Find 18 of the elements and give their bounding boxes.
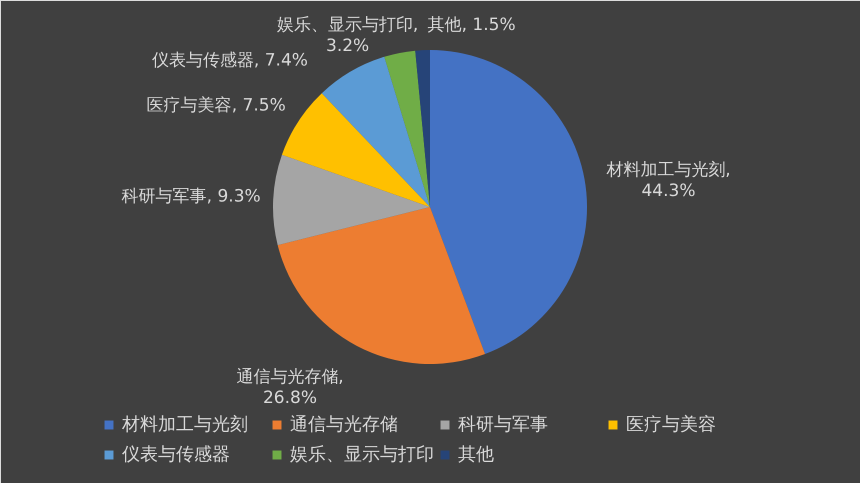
legend-label: 娱乐、显示与打印 [290, 444, 434, 465]
legend-label: 科研与军事 [458, 414, 548, 435]
pie-slice [415, 50, 430, 207]
legend-label: 材料加工与光刻 [121, 414, 248, 435]
pie-slice [430, 50, 587, 354]
data-label: 医疗与美容, 7.5% [146, 96, 286, 116]
legend-label: 仪表与传感器 [122, 444, 230, 465]
legend-label: 医疗与美容 [626, 414, 716, 435]
legend-label: 通信与光存储 [290, 414, 398, 435]
data-label: 通信与光存储, 26.8% [236, 366, 344, 408]
pie-slice [322, 56, 430, 207]
pie-slice [384, 50, 430, 207]
data-label: 科研与军事, 9.3% [122, 186, 261, 207]
data-label: 材料加工与光刻, 44.3% [605, 160, 731, 202]
pie-slice [278, 207, 486, 364]
pie-slice [273, 154, 430, 246]
data-label: 其他, 1.5% [428, 15, 516, 36]
legend-label: 其他 [458, 444, 494, 465]
